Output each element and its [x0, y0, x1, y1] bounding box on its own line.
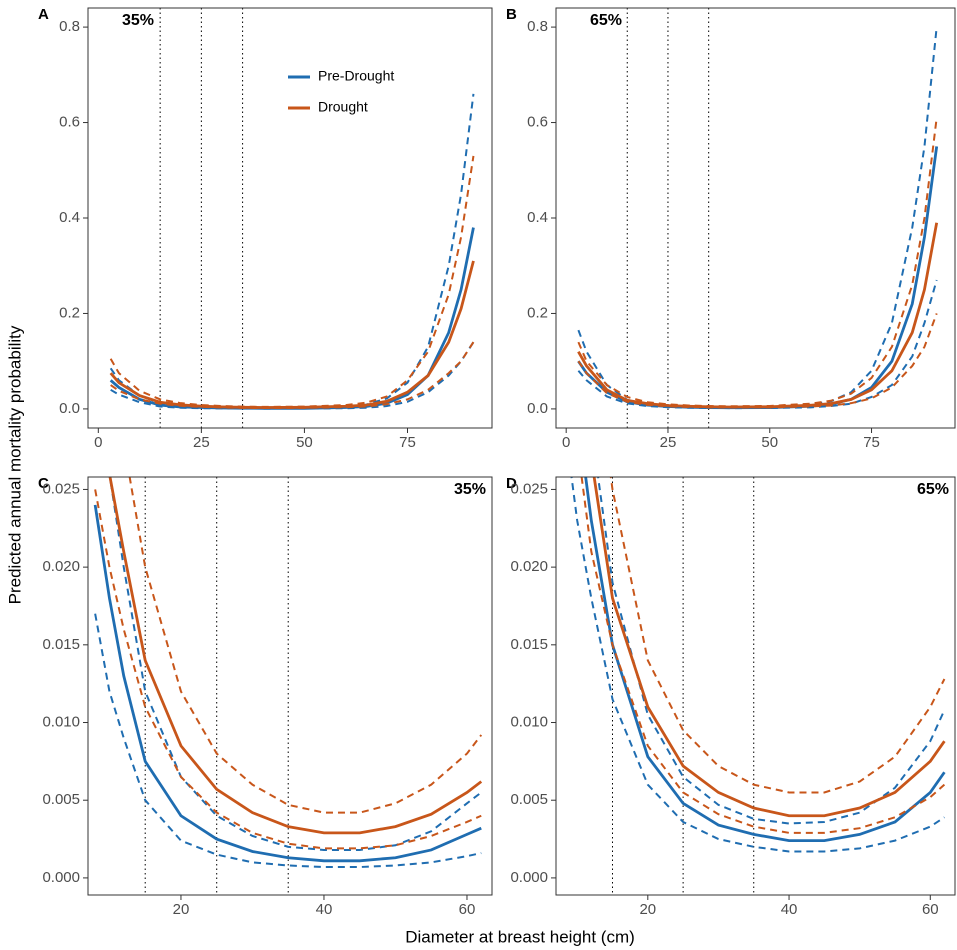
plot-frame [555, 7, 956, 429]
x-tick-label: 25 [193, 434, 210, 451]
y-tick-label: 0.005 [42, 791, 80, 808]
y-tick-label: 0.6 [527, 114, 548, 131]
fit-line [109, 260, 475, 409]
confidence-line [94, 613, 482, 869]
y-tick-label: 0.4 [59, 209, 80, 226]
y-tick-label: 0.0 [59, 400, 80, 417]
fit-line [584, 477, 946, 843]
y-tick-label: 0.4 [527, 209, 548, 226]
plot-area [570, 477, 946, 853]
y-tick-label: 0.6 [59, 114, 80, 131]
confidence-line [609, 477, 946, 794]
x-tick-label: 75 [863, 434, 880, 451]
x-axis-label: Diameter at breast height (cm) [405, 927, 635, 946]
fit-line [577, 146, 939, 410]
annotation: 35% [122, 12, 154, 29]
x-tick-label: 25 [660, 434, 677, 451]
y-tick-label: 0.8 [59, 18, 80, 35]
y-tick-label: 0.0 [527, 400, 548, 417]
confidence-line [570, 477, 945, 853]
confidence-line [577, 313, 938, 409]
plot-frame [87, 476, 493, 896]
y-tick-label: 0.8 [527, 18, 548, 35]
confidence-line [577, 117, 938, 408]
x-tick-label: 20 [639, 901, 656, 918]
y-tick-label: 0.000 [42, 869, 80, 886]
x-tick-label: 50 [761, 434, 778, 451]
x-tick-label: 50 [296, 434, 313, 451]
fit-line [577, 222, 939, 409]
panel-label: C [38, 475, 49, 492]
confidence-line [110, 341, 475, 410]
confidence-line [597, 477, 946, 825]
y-tick-label: 0.010 [510, 713, 548, 730]
annotation: 65% [917, 481, 949, 498]
panel-label: A [38, 6, 49, 23]
panel-label: D [506, 475, 517, 492]
x-tick-label: 60 [922, 901, 939, 918]
plot-frame [87, 7, 493, 429]
confidence-line [577, 26, 938, 409]
y-tick-label: 0.010 [42, 713, 80, 730]
y-tick-label: 0.025 [510, 480, 548, 497]
confidence-line [580, 477, 946, 834]
y-tick-label: 0.015 [510, 636, 548, 653]
panel-label: B [506, 6, 517, 23]
legend-label: Drought [318, 99, 368, 115]
confidence-line [94, 489, 482, 850]
y-tick-label: 0.000 [510, 869, 548, 886]
fit-line [108, 477, 483, 835]
y-tick-label: 0.2 [527, 304, 548, 321]
confidence-line [109, 155, 475, 408]
plot-frame [555, 476, 956, 896]
fit-line [592, 477, 946, 818]
plot-area [109, 93, 475, 410]
y-tick-label: 0.2 [59, 304, 80, 321]
y-tick-label: 0.005 [510, 791, 548, 808]
fit-line [93, 504, 482, 863]
plot-area [577, 26, 939, 410]
x-tick-label: 0 [94, 434, 102, 451]
y-tick-label: 0.020 [42, 558, 80, 575]
y-tick-label: 0.025 [42, 480, 80, 497]
x-tick-label: 20 [173, 901, 190, 918]
x-tick-label: 60 [459, 901, 476, 918]
annotation: 65% [590, 12, 622, 29]
confidence-line [110, 341, 475, 410]
y-axis-label: Predicted annual mortality probability [5, 325, 24, 604]
x-tick-label: 40 [316, 901, 333, 918]
x-tick-label: 75 [399, 434, 416, 451]
confidence-line [109, 93, 475, 410]
x-tick-label: 40 [781, 901, 798, 918]
annotation: 35% [454, 481, 486, 498]
x-tick-label: 0 [562, 434, 570, 451]
confidence-line [128, 477, 483, 814]
y-tick-label: 0.015 [42, 636, 80, 653]
plot-area [93, 477, 483, 869]
y-tick-label: 0.020 [510, 558, 548, 575]
legend-label: Pre-Drought [318, 68, 394, 84]
